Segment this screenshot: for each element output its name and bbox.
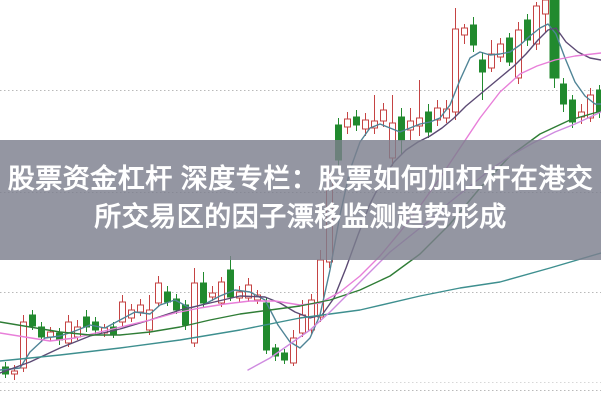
- title-banner: 股票资金杠杆 深度专栏：股票如何加杠杆在港交 所交易区的因子漂移监测趋势形成: [0, 140, 601, 260]
- title-line-1: 股票资金杠杆 深度专栏：股票如何加杠杆在港交: [7, 164, 594, 194]
- title-line-2: 所交易区的因子漂移监测趋势形成: [94, 202, 507, 232]
- ma-magenta: [0, 52, 601, 342]
- ma-teal-slow: [0, 252, 601, 362]
